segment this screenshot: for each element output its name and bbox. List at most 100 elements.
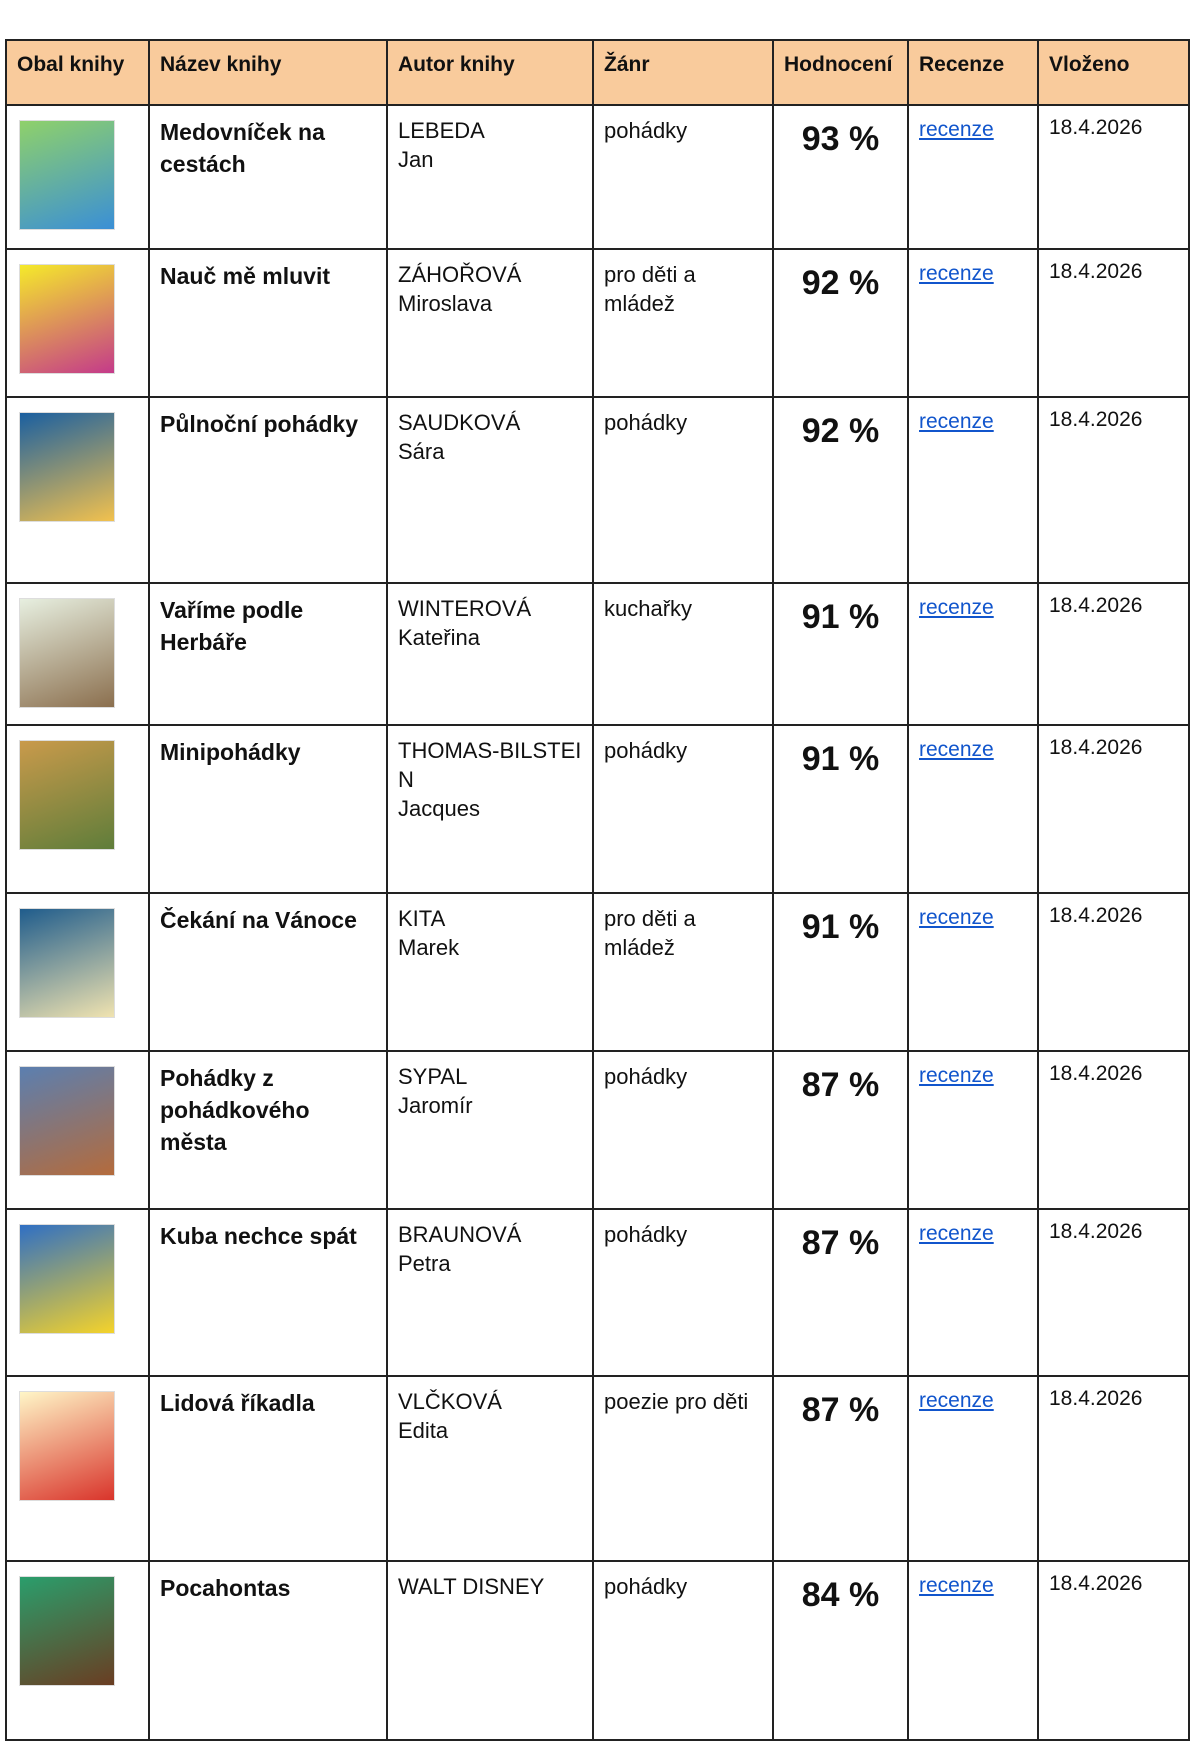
book-cover <box>19 120 115 230</box>
book-rating: 87 % <box>772 1375 909 1562</box>
book-author: SYPAL Jaromír <box>386 1050 594 1210</box>
review-cell: recenze <box>907 248 1039 398</box>
review-cell: recenze <box>907 1050 1039 1210</box>
page: {"table":{"header":["Obal knihy","Název … <box>5 39 1190 1741</box>
review-cell: recenze <box>907 892 1039 1052</box>
review-link[interactable]: recenze <box>919 410 994 433</box>
review-cell: recenze <box>907 724 1039 894</box>
book-cover <box>19 598 115 708</box>
author-first-name: Jaromír <box>398 1093 473 1118</box>
book-row: Lidová říkadla VLČKOVÁ Edita poezie pro dět… <box>5 1375 1190 1562</box>
book-genre: kuchařky <box>592 582 774 726</box>
book-row: Čekání na Vánoce KITA Marek pro děti a mlád… <box>5 892 1190 1052</box>
header-cell: Vloženo <box>1037 39 1190 106</box>
author-surname: SYPAL <box>398 1064 468 1089</box>
date-added: 18.4.2026 <box>1037 724 1190 894</box>
review-link[interactable]: recenze <box>919 906 994 929</box>
book-cover <box>19 1224 115 1334</box>
cover-cell <box>5 724 150 894</box>
cover-cell <box>5 1050 150 1210</box>
book-author: THOMAS-BILSTEIN Jacques <box>386 724 594 894</box>
date-added: 18.4.2026 <box>1037 1050 1190 1210</box>
book-author: WINTEROVÁ Kateřina <box>386 582 594 726</box>
book-cover <box>19 908 115 1018</box>
review-link[interactable]: recenze <box>919 118 994 141</box>
book-row: Půlnoční pohádky SAUDKOVÁ Sára pohádky 92 % r… <box>5 396 1190 584</box>
review-link[interactable]: recenze <box>919 1064 994 1087</box>
book-genre: pohádky <box>592 396 774 584</box>
book-genre: poezie pro děti <box>592 1375 774 1562</box>
review-cell: recenze <box>907 1208 1039 1377</box>
book-cover <box>19 412 115 522</box>
book-cover <box>19 740 115 850</box>
book-author: LEBEDA Jan <box>386 104 594 250</box>
date-added: 18.4.2026 <box>1037 892 1190 1052</box>
review-link[interactable]: recenze <box>919 596 994 619</box>
cover-cell <box>5 892 150 1052</box>
book-row: Pohádky z pohádkového města SYPAL Jaromír p… <box>5 1050 1190 1210</box>
book-row: Pocahontas WALT DISNEY pohádky 84 % recenze 1… <box>5 1560 1190 1741</box>
book-rating: 93 % <box>772 104 909 250</box>
book-cover <box>19 1066 115 1176</box>
book-genre: pohádky <box>592 104 774 250</box>
cover-cell <box>5 1208 150 1377</box>
book-rating: 92 % <box>772 248 909 398</box>
book-author: WALT DISNEY <box>386 1560 594 1741</box>
book-cover <box>19 264 115 374</box>
book-author: BRAUNOVÁ Petra <box>386 1208 594 1377</box>
header-cell: Název knihy <box>148 39 388 106</box>
book-row: Minipohádky THOMAS-BILSTEIN Jacques pohádky… <box>5 724 1190 894</box>
review-cell: recenze <box>907 1560 1039 1741</box>
book-rating: 87 % <box>772 1050 909 1210</box>
review-link[interactable]: recenze <box>919 1222 994 1245</box>
author-surname: KITA <box>398 906 446 931</box>
book-genre: pohádky <box>592 724 774 894</box>
book-cover <box>19 1576 115 1686</box>
book-row: Medovníček na cestách LEBEDA Jan pohádky 93 … <box>5 104 1190 250</box>
author-first-name: Jacques <box>398 796 480 821</box>
book-title: Minipohádky <box>148 724 388 894</box>
book-author: VLČKOVÁ Edita <box>386 1375 594 1562</box>
book-rating: 91 % <box>772 724 909 894</box>
book-row: Nauč mě mluvit ZÁHOŘOVÁ Miroslava pro děti … <box>5 248 1190 398</box>
header-cell: Recenze <box>907 39 1039 106</box>
book-genre: pro děti a mládež <box>592 892 774 1052</box>
book-author: SAUDKOVÁ Sára <box>386 396 594 584</box>
date-added: 18.4.2026 <box>1037 1560 1190 1741</box>
header-cell: Hodnocení <box>772 39 909 106</box>
review-link[interactable]: recenze <box>919 738 994 761</box>
date-added: 18.4.2026 <box>1037 396 1190 584</box>
book-title: Medovníček na cestách <box>148 104 388 250</box>
review-link[interactable]: recenze <box>919 1574 994 1597</box>
author-surname: WINTEROVÁ <box>398 596 532 621</box>
book-title: Nauč mě mluvit <box>148 248 388 398</box>
book-cover <box>19 1391 115 1501</box>
author-surname: ZÁHOŘOVÁ <box>398 262 522 287</box>
header-row: Obal knihy Název knihy Autor knihy Žánr Hodn… <box>5 39 1190 106</box>
author-first-name: Petra <box>398 1251 451 1276</box>
book-rating: 84 % <box>772 1560 909 1741</box>
book-title: Vaříme podle Herbáře <box>148 582 388 726</box>
review-cell: recenze <box>907 582 1039 726</box>
book-rating: 91 % <box>772 582 909 726</box>
book-title: Kuba nechce spát <box>148 1208 388 1377</box>
book-title: Pohádky z pohádkového města <box>148 1050 388 1210</box>
book-rating: 91 % <box>772 892 909 1052</box>
book-row: Kuba nechce spát BRAUNOVÁ Petra pohádky 87 %… <box>5 1208 1190 1377</box>
book-title: Pocahontas <box>148 1560 388 1741</box>
header-cell: Autor knihy <box>386 39 594 106</box>
author-first-name: Marek <box>398 935 460 960</box>
cover-cell <box>5 396 150 584</box>
review-link[interactable]: recenze <box>919 262 994 285</box>
author-surname: BRAUNOVÁ <box>398 1222 522 1247</box>
author-first-name: Jan <box>398 147 434 172</box>
author-surname: SAUDKOVÁ <box>398 410 521 435</box>
cover-cell <box>5 582 150 726</box>
author-surname: THOMAS-BILSTEIN <box>398 738 582 792</box>
book-genre: pohádky <box>592 1050 774 1210</box>
review-link[interactable]: recenze <box>919 1389 994 1412</box>
book-title: Půlnoční pohádky <box>148 396 388 584</box>
book-rating: 87 % <box>772 1208 909 1377</box>
book-row: Vaříme podle Herbáře WINTEROVÁ Kateřina kuc… <box>5 582 1190 726</box>
cover-cell <box>5 104 150 250</box>
